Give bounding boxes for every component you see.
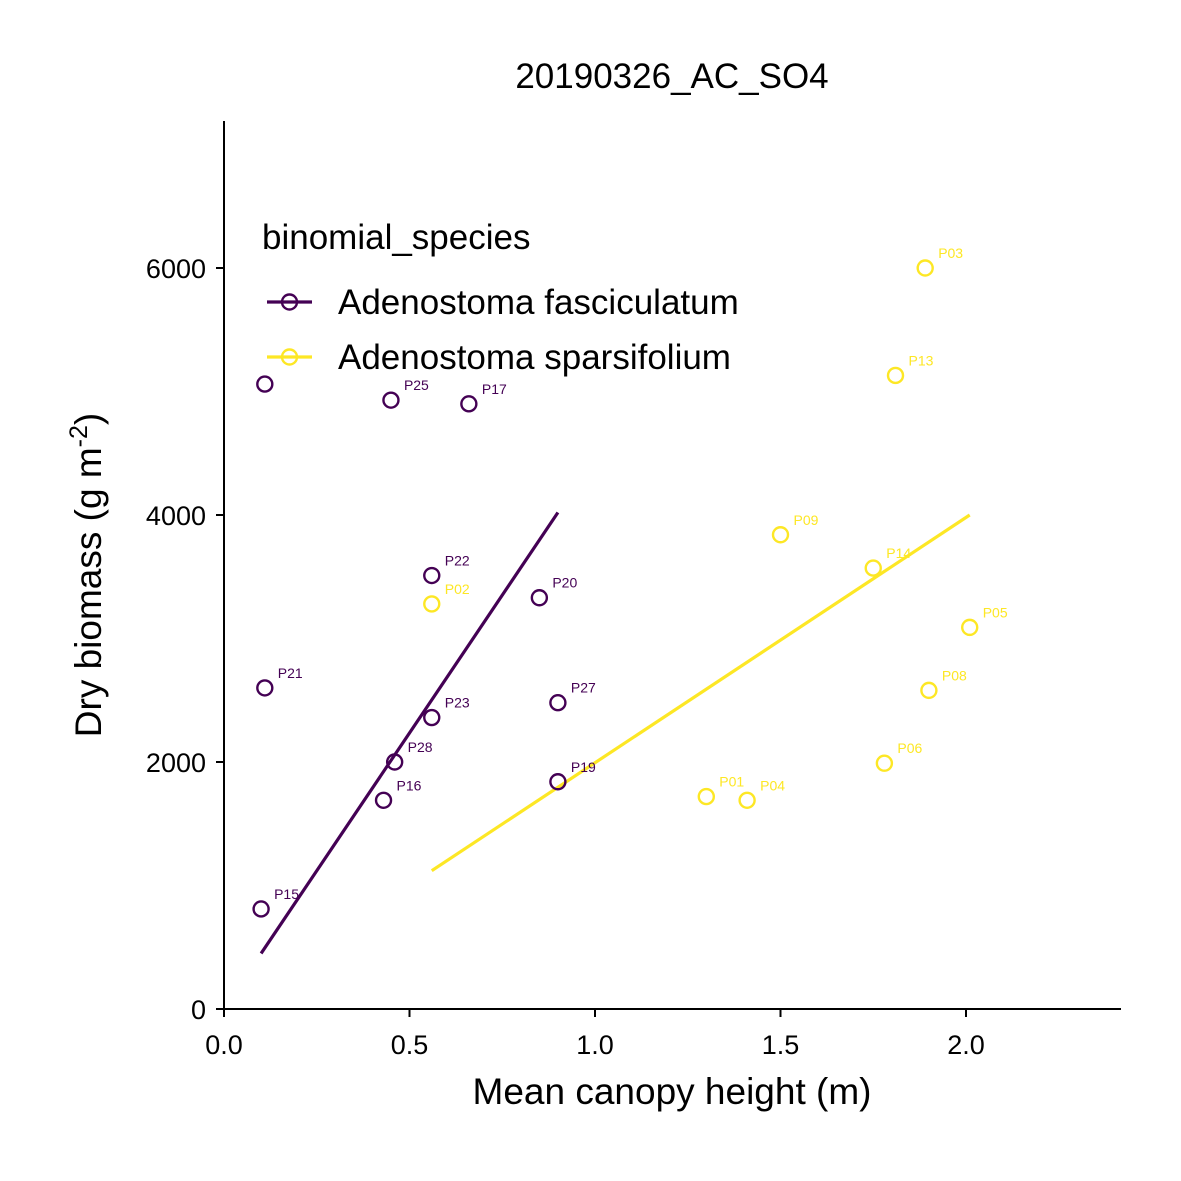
y-axis-title-close: ) <box>68 413 109 425</box>
point-label: P14 <box>886 545 911 561</box>
y-axis-title-main: Dry biomass (g m <box>68 447 109 737</box>
y-tick-label: 4000 <box>146 501 206 531</box>
data-point <box>530 589 549 607</box>
point-label: P01 <box>719 774 744 790</box>
y-tick-label: 2000 <box>146 748 206 778</box>
point-labels: P25 P17 P22 P20 P21 P27 P23 P28 P19 P16 P15 P03 P13 P… <box>274 245 1008 902</box>
point-label: P28 <box>408 739 433 755</box>
point-label: P06 <box>897 740 922 756</box>
data-point <box>771 526 790 544</box>
legend-title: binomial_species <box>262 218 530 257</box>
data-point <box>382 391 400 409</box>
data-point <box>916 259 934 277</box>
fit-line-series-1 <box>430 513 971 873</box>
point-label: P27 <box>571 680 596 696</box>
data-point <box>875 754 894 772</box>
legend-key-point <box>280 348 299 366</box>
point-label: P25 <box>404 377 429 393</box>
data-point <box>549 773 567 791</box>
fit-line-series-0 <box>259 511 560 955</box>
data-point <box>423 708 441 727</box>
x-tick-label: 2.0 <box>947 1030 985 1060</box>
data-point <box>886 366 905 385</box>
y-tick-label: 0 <box>191 995 206 1025</box>
data-point <box>252 900 270 918</box>
y-ticks: 0 2000 4000 6000 <box>146 254 224 1025</box>
y-axis-title: Dry biomass (g m-2) <box>65 413 109 737</box>
data-point <box>423 595 441 613</box>
point-label: P16 <box>397 777 422 793</box>
data-point <box>423 566 441 585</box>
point-label: P20 <box>552 575 577 591</box>
point-label: P05 <box>983 604 1008 620</box>
legend-entry-label: Adenostoma sparsifolium <box>338 338 731 377</box>
data-points <box>252 259 979 918</box>
data-point <box>920 681 938 700</box>
point-label: P23 <box>445 695 470 711</box>
point-label: P08 <box>942 667 967 683</box>
data-point <box>460 395 478 413</box>
axes: 0.0 0.5 1.0 1.5 2.0 0 2000 4000 6000 <box>146 121 1121 1060</box>
x-tick-label: 1.5 <box>762 1030 800 1060</box>
point-label: P15 <box>274 886 299 902</box>
x-tick-label: 0.5 <box>391 1030 429 1060</box>
y-axis-title-superscript: -2 <box>65 425 93 447</box>
data-point <box>697 787 715 806</box>
y-tick-label: 6000 <box>146 254 206 284</box>
chart-title: 20190326_AC_SO4 <box>515 57 828 96</box>
data-point <box>738 791 756 809</box>
x-axis-title: Mean canopy height (m) <box>473 1071 872 1112</box>
point-label: P22 <box>445 553 470 569</box>
point-label: P19 <box>571 759 596 775</box>
data-point <box>374 791 393 809</box>
data-point <box>549 694 567 712</box>
legend-entry-label: Adenostoma fasciculatum <box>338 283 739 322</box>
x-ticks: 0.0 0.5 1.0 1.5 2.0 <box>205 1009 985 1060</box>
point-label: P09 <box>794 512 819 528</box>
x-tick-label: 0.0 <box>205 1030 243 1060</box>
fit-lines <box>259 511 971 955</box>
data-point <box>256 375 274 393</box>
point-label: P13 <box>909 352 934 368</box>
legend: binomial_species Adenostoma fasciculatum… <box>262 218 739 377</box>
legend-items: Adenostoma fasciculatum Adenostoma sparsi… <box>267 283 739 377</box>
data-point <box>256 679 274 697</box>
point-label: P04 <box>760 777 785 793</box>
legend-key-point <box>280 293 299 311</box>
x-tick-label: 1.0 <box>576 1030 614 1060</box>
data-point <box>385 753 404 771</box>
point-label: P21 <box>278 665 303 681</box>
data-point <box>961 618 979 637</box>
data-point <box>864 559 882 577</box>
point-label: P02 <box>445 581 470 597</box>
point-label: P17 <box>482 381 507 397</box>
point-label: P03 <box>938 245 963 261</box>
